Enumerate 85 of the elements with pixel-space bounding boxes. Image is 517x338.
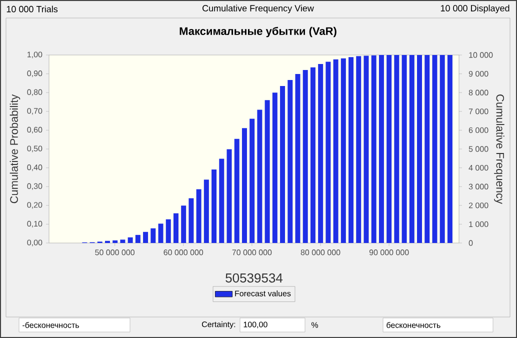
bar [173, 213, 178, 243]
bar [424, 55, 430, 243]
bar [234, 138, 240, 243]
y2-tick-label: 7 000 [468, 108, 488, 114]
y-tick-label: 0,70 [27, 108, 42, 115]
bar [158, 224, 164, 243]
x-axis-title: 50539534 [226, 273, 283, 283]
bar [447, 55, 452, 243]
y2-tick-label: 10 000 [469, 52, 493, 58]
bar [295, 74, 300, 243]
bar [302, 70, 308, 243]
bar [143, 232, 148, 243]
bar [150, 228, 156, 243]
x-tick-label: 50 000 000 [95, 250, 135, 256]
y-tick-label: 0,10 [27, 220, 42, 228]
bar [272, 92, 278, 243]
bar [340, 58, 346, 243]
y2-tick-label: 5 000 [468, 146, 488, 152]
bar [242, 128, 247, 243]
bar [326, 62, 331, 243]
bar [386, 55, 392, 243]
bar [181, 206, 186, 243]
y2-tick-label: 4 000 [468, 164, 488, 171]
y-tick-label: 1,00 [28, 52, 42, 58]
y2-axis-title: Cumulative Frequency [494, 94, 504, 204]
bar [196, 189, 202, 243]
y2-tick-label: 1 000 [469, 221, 488, 228]
bar [333, 59, 338, 243]
bar [135, 234, 140, 243]
bar [188, 198, 194, 243]
bar [364, 56, 369, 243]
text: 100,00 [244, 322, 268, 328]
bar [226, 149, 232, 243]
bar [288, 80, 293, 243]
y2-tick-label: 9 000 [468, 70, 488, 77]
x-tick-label: 80 000 000 [300, 250, 340, 256]
y-tick-label: 0,00 [27, 240, 42, 246]
text: Cumulative Frequency View [202, 4, 314, 14]
bar [166, 219, 171, 243]
text: 10 000 Displayed [440, 4, 510, 14]
bar [378, 55, 384, 243]
y2-tick-label: 6 000 [468, 127, 488, 134]
bar [409, 55, 414, 243]
bar [257, 110, 262, 243]
bar [318, 64, 324, 243]
bar [264, 100, 270, 243]
bar [310, 67, 316, 243]
bar [432, 55, 438, 243]
y-axis-title: Cumulative Probability [10, 94, 20, 204]
text: % [311, 322, 318, 328]
bar [440, 55, 445, 243]
x-tick-label: 70 000 000 [232, 250, 272, 256]
y2-tick-label: 2 000 [468, 202, 488, 208]
bar [348, 57, 354, 243]
y2-tick-label: 8 000 [468, 90, 488, 96]
text: Certainty: [202, 321, 236, 329]
legend-label: Forecast values [235, 290, 291, 296]
y2-tick-label: 0 [468, 240, 473, 246]
bar [204, 180, 209, 243]
bar [112, 240, 118, 243]
bar [280, 86, 286, 243]
y-tick-label: 0,40 [27, 164, 42, 172]
bar [417, 55, 422, 243]
y-tick-label: 0,20 [27, 202, 42, 209]
chart-title: Максимальные убытки (VaR) [180, 26, 336, 38]
text: 10 000 Trials [6, 6, 58, 12]
y-tick-label: 0,30 [27, 183, 42, 190]
y2-tick-label: 3 000 [468, 184, 488, 190]
bar [394, 55, 400, 243]
bar [356, 56, 362, 243]
y-tick-label: 0,90 [27, 70, 42, 78]
bar [212, 169, 217, 243]
bar [250, 118, 255, 243]
bar [120, 240, 126, 243]
y-tick-label: 0,50 [27, 146, 42, 152]
y-tick-label: 0,80 [27, 89, 42, 96]
y-tick-label: 0,60 [27, 126, 42, 134]
text: -бесконечность [22, 322, 79, 328]
x-tick-label: 60 000 000 [164, 250, 204, 256]
bar [371, 55, 376, 243]
bar [128, 237, 133, 243]
bar [219, 158, 224, 243]
x-tick-label: 90 000 000 [369, 250, 409, 256]
bar [402, 55, 407, 243]
text: бесконечность [386, 322, 440, 328]
